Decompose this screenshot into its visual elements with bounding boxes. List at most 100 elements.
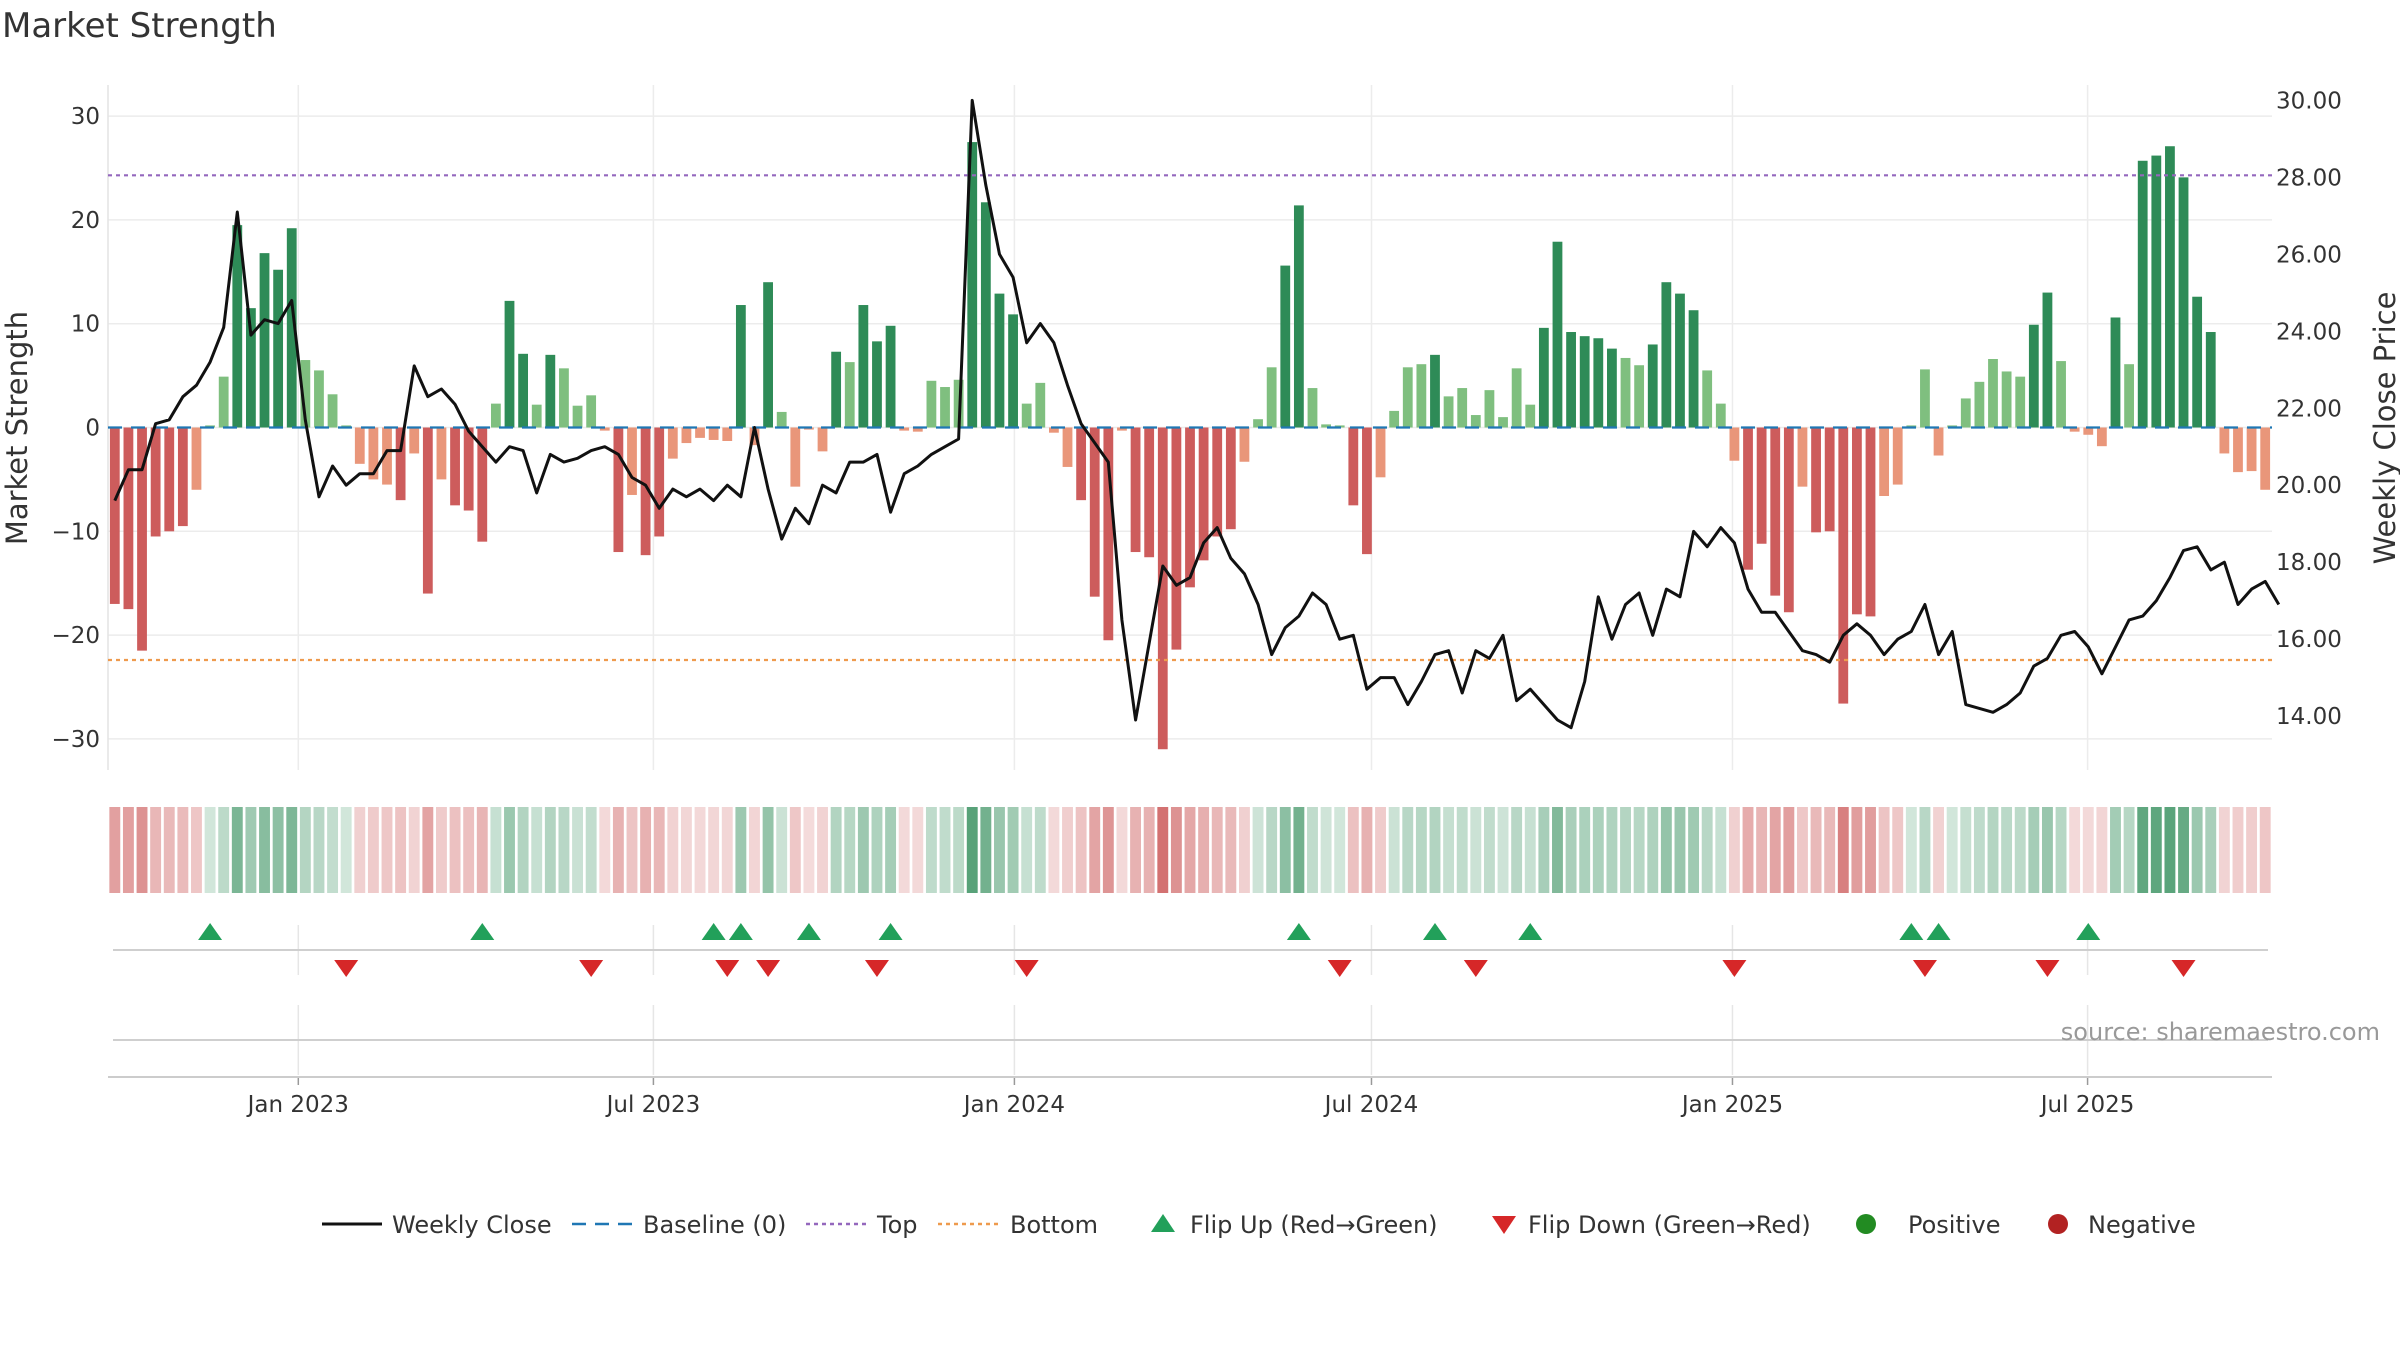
strength-bar — [2178, 177, 2189, 428]
heat-strip-cell — [1007, 807, 1019, 893]
flip-down-marker — [1327, 960, 1352, 977]
heat-strip-cell — [531, 807, 543, 893]
strength-bar — [2096, 427, 2107, 447]
heat-strip-cell — [1062, 807, 1073, 893]
strength-bar — [858, 305, 869, 428]
flip-up-marker — [2076, 923, 2101, 940]
strength-bar — [2015, 376, 2026, 428]
heat-strip-cell — [1660, 807, 1672, 893]
legend-label: Baseline (0) — [643, 1211, 786, 1239]
strength-bar — [695, 427, 705, 438]
heat-strip-cell — [1824, 807, 1836, 893]
strength-bar — [1076, 427, 1087, 501]
flip-up-marker — [701, 923, 726, 940]
flip-down-marker — [1014, 960, 1039, 977]
strength-bar — [1865, 427, 1876, 617]
heat-strip-cell — [735, 807, 747, 893]
heat-strip-cell — [544, 807, 556, 893]
strength-bar — [1008, 314, 1018, 428]
strength-bar — [218, 376, 229, 428]
strength-bar — [926, 380, 937, 428]
legend-item: Bottom — [938, 1211, 1098, 1239]
heat-strip-cell — [640, 807, 652, 893]
strength-bar — [314, 370, 324, 428]
heat-strip-cell — [1497, 807, 1509, 893]
reference-lines — [108, 174, 2272, 662]
heat-strip-cell — [830, 807, 842, 893]
strength-bar — [722, 427, 733, 441]
strength-bar — [2124, 364, 2134, 428]
heat-strip-cell — [436, 807, 447, 893]
heat-strip-cell — [653, 807, 665, 893]
strength-bar — [1062, 427, 1073, 467]
heat-strip-cell — [694, 807, 706, 893]
heat-strip-cell — [476, 807, 488, 893]
heat-strip-cell — [1130, 807, 1142, 893]
strength-bar — [409, 427, 420, 454]
heat-strip-cell — [762, 807, 774, 893]
strength-bar — [940, 387, 950, 428]
heat-strip-cell — [776, 807, 788, 893]
strength-bar — [1797, 427, 1808, 487]
legend-triangle-down-icon — [1492, 1216, 1516, 1234]
strength-bar — [994, 293, 1005, 428]
strength-bar — [259, 253, 270, 428]
heat-strip-cell — [966, 807, 978, 893]
heat-strip-cell — [817, 807, 828, 893]
heat-strip-cell — [1238, 807, 1250, 893]
heat-strip-cell — [354, 807, 366, 893]
y-tick-label: 10 — [71, 312, 100, 338]
heat-strip-cell — [1878, 807, 1890, 893]
heat-strip-cell — [1429, 807, 1441, 893]
strength-bar — [1402, 367, 1413, 428]
strength-bar — [559, 368, 569, 428]
heat-strip-cell — [1198, 807, 1210, 893]
legend: Weekly Close Baseline (0) Top Bottom Flip Up… — [322, 1211, 2196, 1239]
strength-bar — [1675, 293, 1685, 428]
strength-bar — [817, 427, 828, 452]
heat-strip-cell — [1946, 807, 1958, 893]
heat-strip-cell — [1266, 807, 1278, 893]
strength-bar — [912, 427, 923, 432]
strength-bar — [627, 427, 637, 495]
strength-bar — [422, 427, 433, 594]
heat-strip-cell — [1701, 807, 1713, 893]
strength-bar — [1511, 368, 1522, 428]
heat-strip-cell — [1443, 807, 1455, 893]
flip-up-marker — [470, 923, 495, 940]
strength-bar — [2083, 427, 2094, 435]
strength-bar — [1960, 398, 1971, 428]
heat-strip-cell — [980, 807, 992, 893]
heat-strip-cell — [1783, 807, 1795, 893]
strength-bar — [749, 427, 760, 446]
heat-strip-cell — [939, 807, 951, 893]
legend-label: Top — [876, 1211, 918, 1239]
heat-strip-cell — [218, 807, 230, 893]
strength-bar — [232, 225, 243, 428]
strength-bar — [1838, 427, 1849, 704]
x-tick-label: Jan 2024 — [962, 1092, 1065, 1118]
flip-markers-panel — [113, 923, 2268, 977]
flip-down-marker — [1463, 960, 1488, 977]
strength-bar — [531, 404, 542, 428]
heat-strip-cell — [1279, 807, 1291, 893]
heat-strip-cell — [857, 807, 869, 893]
heat-strip-cell — [912, 807, 924, 893]
strength-bar — [382, 427, 392, 485]
legend-label: Positive — [1908, 1211, 2001, 1239]
y2-tick-label: 18.00 — [2276, 550, 2342, 576]
heat-strip-cell — [599, 807, 611, 893]
heat-strip-cell — [449, 807, 461, 893]
heat-strip-cell — [1524, 807, 1536, 893]
strength-bar — [1824, 427, 1835, 532]
strength-bar — [1525, 404, 1536, 428]
strength-bar — [2056, 361, 2066, 428]
heat-strip-cell — [2246, 807, 2258, 893]
heat-strip-cell — [259, 807, 270, 893]
heat-strip-cell — [2041, 807, 2053, 893]
heat-strip-cell — [1034, 807, 1046, 893]
strength-bar — [1879, 427, 1890, 496]
heat-strip-cell — [1211, 807, 1223, 893]
strength-bar — [2205, 332, 2216, 428]
legend-item: Weekly Close — [322, 1211, 552, 1239]
